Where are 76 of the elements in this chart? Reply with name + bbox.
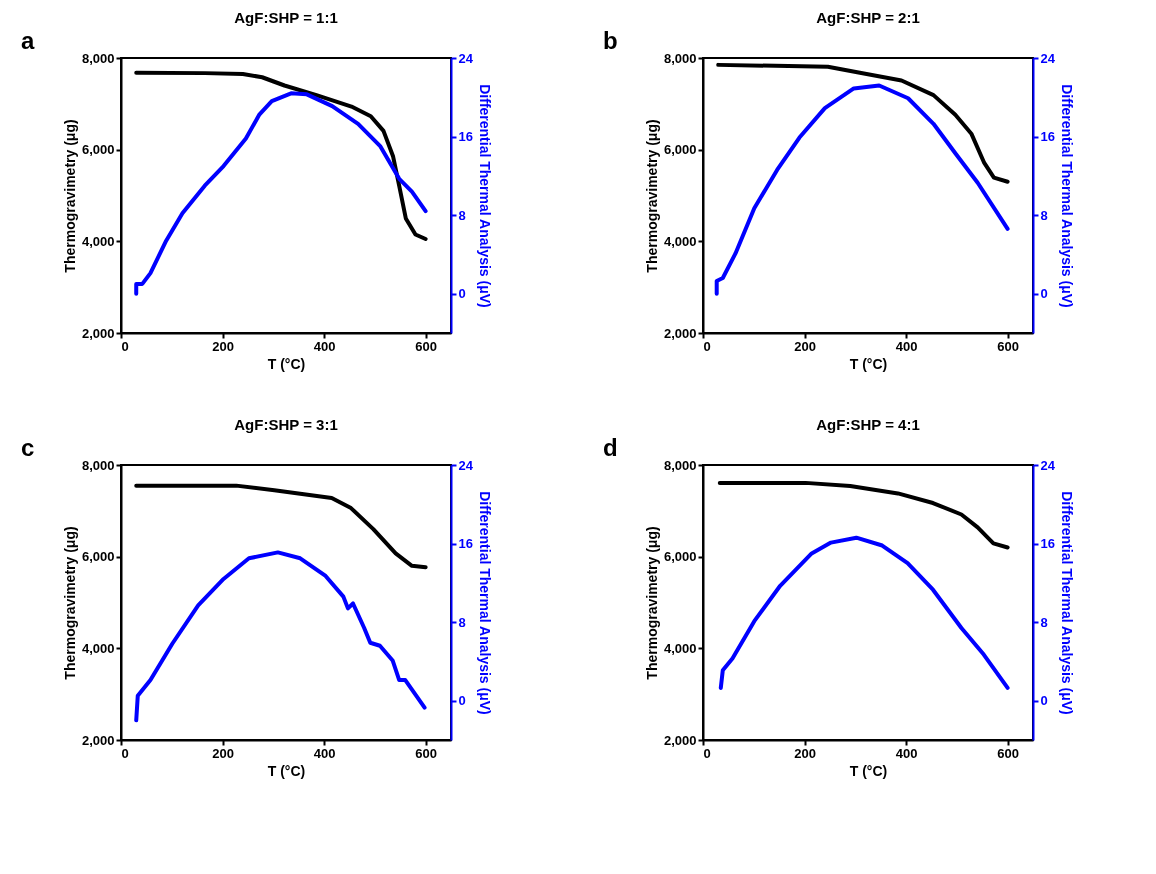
x-tick-label: 200 [794, 338, 816, 354]
y2-axis-title: Differential Thermal Analysis (μV) [1058, 491, 1075, 715]
y-tick-label: 8,000 [663, 50, 697, 66]
y-tick-label: 8,000 [663, 457, 697, 473]
chart-title: AgF:SHP = 4:1 [816, 416, 920, 433]
y2-tick-label: 16 [458, 129, 473, 145]
line-series [717, 480, 1010, 550]
y-tick-label: 2,000 [663, 732, 697, 748]
y2-tick-label: 16 [1040, 536, 1055, 552]
y2-tick-label: 8 [1040, 207, 1048, 223]
line-series [134, 70, 428, 242]
chart-title: AgF:SHP = 3:1 [234, 416, 338, 433]
y-tick-label: 6,000 [81, 549, 115, 565]
y-axis-title: Thermogravimetry (μg) [61, 526, 78, 680]
y-tick-label: 6,000 [663, 142, 697, 158]
y2-tick-label: 16 [458, 536, 473, 552]
line-series [134, 550, 427, 723]
y-axis-title: Thermogravimetry (μg) [643, 526, 660, 680]
y2-axis-title: Differential Thermal Analysis (μV) [476, 84, 493, 308]
y2-tick-label: 0 [458, 286, 466, 302]
y-tick-label: 4,000 [663, 640, 697, 656]
x-tick-label: 600 [997, 745, 1019, 761]
y-tick-label: 4,000 [663, 233, 697, 249]
line-series [134, 483, 428, 570]
x-tick-label: 400 [895, 338, 918, 354]
y2-tick-label: 8 [458, 207, 466, 223]
y-tick-label: 8,000 [81, 457, 115, 473]
x-axis-title: T (°C) [267, 762, 306, 779]
x-tick-label: 0 [703, 745, 711, 761]
y-tick-label: 4,000 [81, 640, 115, 656]
x-tick-label: 400 [313, 745, 336, 761]
x-tick-label: 200 [212, 338, 234, 354]
x-axis-title: T (°C) [267, 355, 306, 372]
y2-tick-label: 24 [1040, 457, 1056, 473]
x-tick-label: 600 [415, 745, 437, 761]
y2-tick-label: 8 [458, 614, 466, 630]
y2-tick-label: 8 [1040, 614, 1048, 630]
x-axis-title: T (°C) [849, 355, 888, 372]
x-tick-label: 0 [121, 338, 129, 354]
x-tick-label: 200 [212, 745, 234, 761]
x-tick-label: 600 [997, 338, 1019, 354]
line-series [718, 535, 1010, 690]
x-axis-title: T (°C) [849, 762, 888, 779]
line-series [716, 62, 1010, 184]
x-tick-label: 0 [121, 745, 129, 761]
x-tick-label: 200 [794, 745, 816, 761]
x-tick-label: 0 [703, 338, 711, 354]
y2-tick-label: 24 [458, 50, 474, 66]
y-tick-label: 6,000 [81, 142, 115, 158]
y2-axis-title: Differential Thermal Analysis (μV) [476, 491, 493, 715]
y-tick-label: 8,000 [81, 50, 115, 66]
text: a [21, 27, 35, 54]
y-tick-label: 2,000 [81, 325, 115, 341]
y-tick-label: 6,000 [663, 549, 697, 565]
y2-tick-label: 24 [458, 457, 474, 473]
x-tick-label: 400 [895, 745, 918, 761]
text: c [21, 434, 35, 461]
y2-tick-label: 0 [458, 693, 466, 709]
y-tick-label: 4,000 [81, 233, 115, 249]
y-tick-label: 2,000 [81, 732, 115, 748]
y-axis-title: Thermogravimetry (μg) [643, 119, 660, 273]
chart-title: AgF:SHP = 1:1 [234, 9, 338, 26]
x-tick-label: 600 [415, 338, 437, 354]
chart-title: AgF:SHP = 2:1 [816, 9, 920, 26]
y2-tick-label: 0 [1040, 693, 1048, 709]
y2-axis-title: Differential Thermal Analysis (μV) [1058, 84, 1075, 308]
y2-tick-label: 24 [1040, 50, 1056, 66]
line-series [714, 83, 1010, 296]
y2-tick-label: 16 [1040, 129, 1055, 145]
y-tick-label: 2,000 [663, 325, 697, 341]
x-tick-label: 400 [313, 338, 336, 354]
y-axis-title: Thermogravimetry (μg) [61, 119, 78, 273]
y2-tick-label: 0 [1040, 286, 1048, 302]
text: b [603, 27, 618, 54]
text: d [603, 434, 618, 461]
line-series [134, 91, 428, 296]
